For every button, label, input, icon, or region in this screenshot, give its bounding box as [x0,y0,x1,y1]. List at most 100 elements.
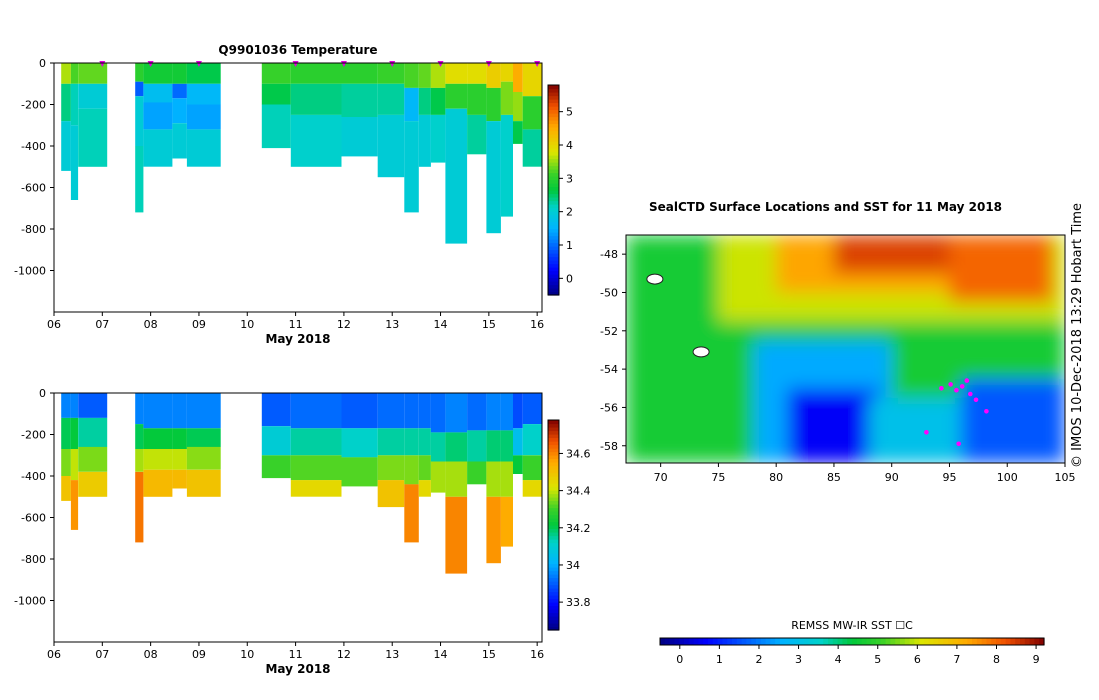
y-tick-label: -800 [21,553,46,566]
colorbar-0-segment [548,148,559,153]
profile-layer [261,426,291,456]
colorbar-1-segment [548,504,559,509]
profile-layer [172,449,187,470]
profile-layer [445,496,468,574]
y-tick-label: 0 [39,387,46,400]
colorbar-0-segment [548,137,559,142]
colorbar-1-segment [548,588,559,593]
profile-16 [486,63,501,234]
profile-layer [135,393,144,425]
map-y-tick-label: -50 [600,286,618,299]
sst-colorbar-segment [698,638,704,645]
colorbar-0-segment [548,179,559,184]
colorbar-1-tick-label: 33.8 [566,596,591,609]
profile-layer [70,449,79,481]
seal-location [984,409,989,414]
map-x-tick-label: 70 [654,471,668,484]
sst-colorbar-tick-label: 6 [914,653,921,666]
profile-layer [290,393,342,429]
sst-colorbar-segment [799,638,805,645]
profile-11 [404,393,419,543]
colorbar-0-segment [548,239,559,244]
sst-colorbar-segment [684,638,690,645]
sst-colorbar-segment [804,638,810,645]
profile-layer [404,455,419,485]
sst-colorbar-segment [770,638,776,645]
profile-layer [78,63,108,84]
sst-colorbar-tick-label: 3 [795,653,802,666]
sst-field [626,235,1065,463]
colorbar-0-segment [548,169,559,174]
profile-layer [377,480,405,508]
colorbar-0-segment [548,102,559,107]
colorbar-0-segment [548,274,559,279]
sst-zone [949,235,1054,303]
profile-layer [467,63,487,84]
profile-layer [467,393,487,431]
profile-layer [418,87,431,115]
profile-layer [341,63,378,84]
map-y-tick-label: -54 [600,363,618,376]
sst-colorbar-segment [895,638,901,645]
profile-layer [500,496,513,547]
colorbar-0-segment [548,281,559,286]
colorbar-1-segment [548,605,559,610]
profile-layer [522,393,542,425]
profile-6 [186,393,221,497]
colorbar-0-segment [548,225,559,230]
x-tick-label: 10 [240,318,254,331]
profile-layer [418,455,431,481]
profile-layer [513,121,523,144]
profile-0 [61,63,71,171]
profile-layer [290,455,342,481]
sst-colorbar-segment [952,638,959,645]
colorbar-1-segment [548,430,559,435]
sst-colorbar-segment [1000,638,1007,645]
profile-layer [70,417,79,449]
colorbar-1-segment [548,437,559,442]
profile-17 [500,393,513,547]
profile-layer [513,92,523,121]
profile-layer [341,457,378,487]
sst-colorbar-segment [890,638,896,645]
x-tick-label: 11 [289,648,303,661]
profile-layer [445,393,468,433]
sst-colorbar-segment [688,638,695,645]
sst-colorbar-segment [751,638,757,645]
colorbar-0-segment [548,291,559,296]
colorbar-1-segment [548,493,559,498]
sst-colorbar-segment [909,638,915,645]
x-tick-label: 07 [95,318,109,331]
colorbar-0-segment [548,267,559,272]
profile-0 [61,393,71,501]
colorbar-0-segment [548,113,559,118]
profile-layer [135,146,144,213]
profile-layer [404,87,419,122]
x-tick-label: 15 [482,318,496,331]
profile-layer [61,449,71,476]
sst-colorbar-segment [943,638,949,645]
sst-colorbar-segment [717,638,723,645]
colorbar-1-segment [548,563,559,568]
sst-colorbar-segment [914,638,920,645]
colorbar-0-segment [548,176,559,181]
profile-layer [430,432,446,462]
profile-layer [172,63,187,84]
seal-location [924,430,929,435]
profile-layer [186,469,221,497]
profile-layer [172,123,187,159]
x-tick-label: 14 [434,318,448,331]
profile-layer [377,114,405,178]
colorbar-0-segment [548,95,559,100]
profile-layer [445,432,468,462]
x-tick-label: 12 [337,648,351,661]
sst-colorbar-segment [1024,638,1031,645]
sst-colorbar-segment [928,638,935,645]
colorbar-1-segment [548,486,559,491]
profile-layer [522,63,542,97]
seal-location [973,397,979,403]
colorbar-0-segment [548,200,559,205]
y-tick-label: 0 [39,57,46,70]
sst-colorbar-segment [885,638,891,645]
colorbar-0-tick-label: 1 [566,239,573,252]
